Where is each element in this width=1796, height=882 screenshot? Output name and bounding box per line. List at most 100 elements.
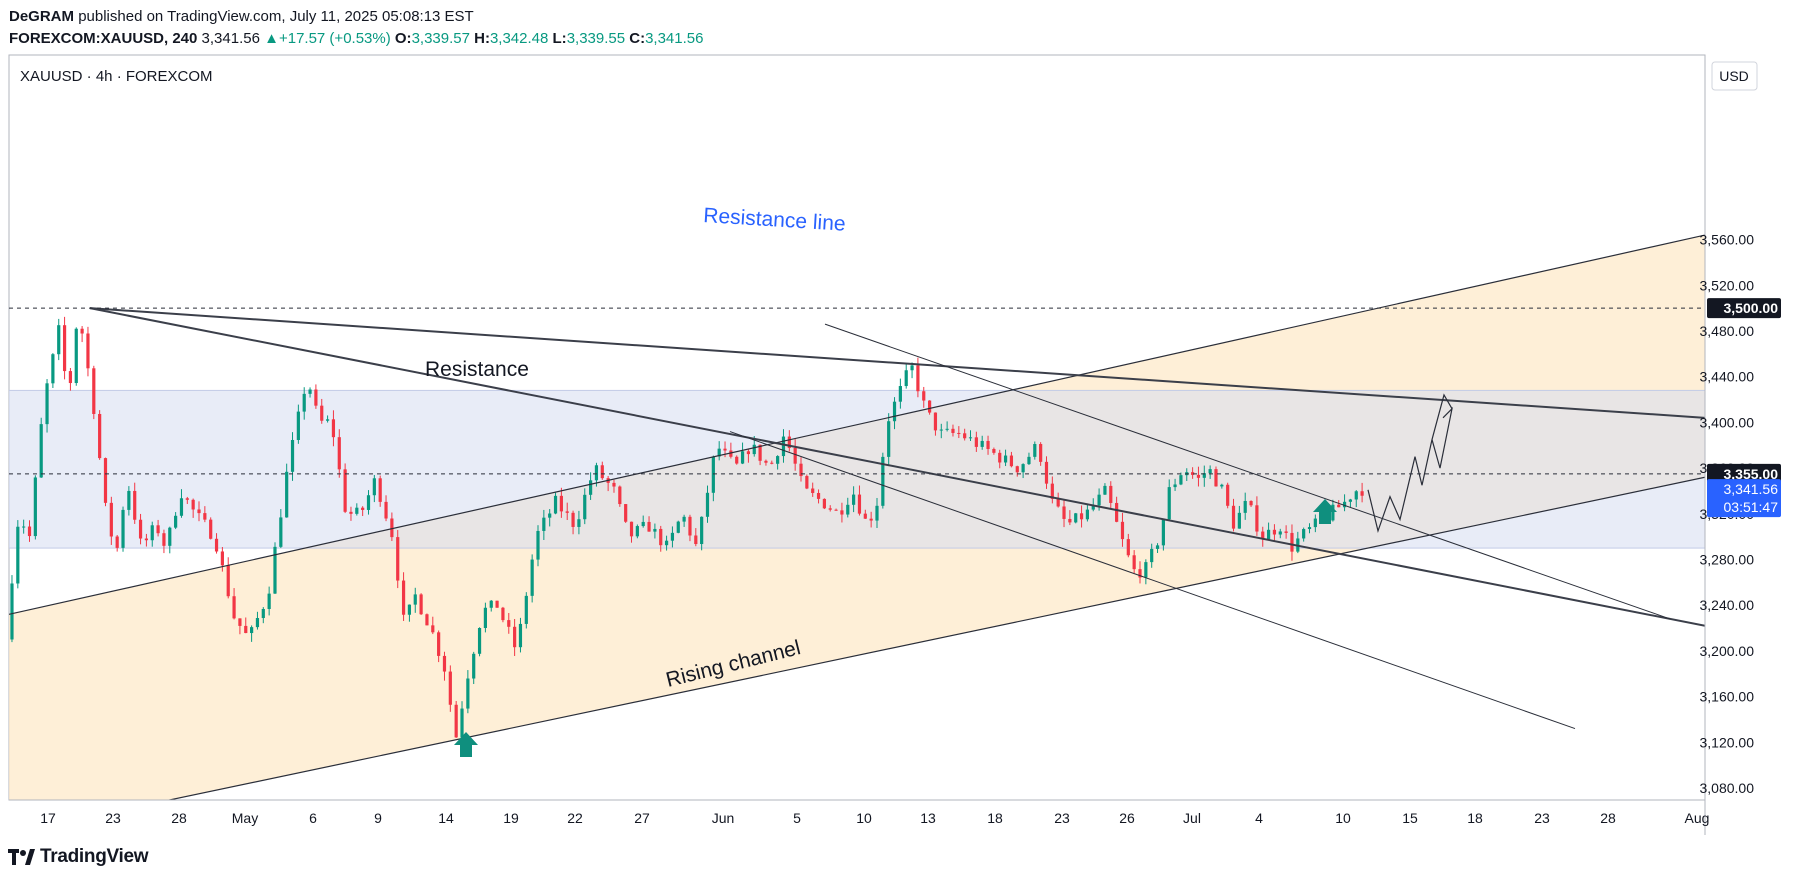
- candle-body: [366, 495, 371, 510]
- x-tick-label: Aug: [1685, 810, 1710, 826]
- candle-body: [92, 368, 96, 414]
- x-tick-label: 23: [1054, 810, 1070, 826]
- candle-body: [922, 391, 926, 401]
- x-tick-label: 28: [171, 810, 187, 826]
- high-label: H:: [474, 30, 490, 47]
- candle-body: [852, 494, 856, 505]
- candle-body: [133, 490, 137, 520]
- candle-body: [1313, 518, 1317, 528]
- y-tick-label: 3,520.00: [1700, 277, 1755, 293]
- author-name[interactable]: DeGRAM: [9, 8, 75, 25]
- candle-body: [1103, 485, 1107, 495]
- candle-body: [115, 536, 119, 548]
- candle-body: [916, 365, 920, 392]
- candle-body: [220, 551, 224, 566]
- candle-body: [448, 671, 452, 705]
- candle-body: [302, 393, 306, 412]
- candle-body: [635, 526, 639, 537]
- candle-body: [1056, 498, 1060, 507]
- candle-body: [1015, 466, 1019, 473]
- candle-body: [933, 412, 938, 431]
- currency-button[interactable]: [1711, 61, 1758, 91]
- candle-body: [524, 595, 528, 624]
- candle-body: [472, 653, 476, 679]
- currency-label: USD: [1719, 68, 1749, 84]
- candle-body: [647, 521, 651, 532]
- candle-body: [1132, 555, 1136, 570]
- price-levels-group: [9, 307, 1705, 475]
- x-tick-label: 18: [1467, 810, 1483, 826]
- candle-body: [700, 516, 704, 545]
- candle-body: [33, 477, 37, 537]
- low-value: 3,339.55: [566, 30, 626, 47]
- y-tick-label: 3,080.00: [1700, 780, 1755, 796]
- x-tick-label: 5: [793, 810, 801, 826]
- candle-body: [1302, 529, 1306, 539]
- tradingview-logo[interactable]: TradingView: [8, 846, 149, 868]
- candle-body: [694, 535, 698, 545]
- symbol-label: FOREXCOM:XAUUSD, 240: [9, 30, 198, 47]
- candle-body: [881, 456, 885, 506]
- candle-body: [1039, 444, 1043, 462]
- candle-body: [1237, 512, 1241, 529]
- candle-body: [1050, 483, 1054, 499]
- candle-body: [407, 604, 412, 615]
- candle-body: [174, 515, 178, 528]
- candle-body: [1097, 494, 1101, 506]
- time-axis[interactable]: 17 23 28 May 6 9 14 19 22 27 Jun 5 10 13 18 23 26 Jul 4 10 1…: [40, 810, 1709, 826]
- candle-body: [1167, 487, 1171, 520]
- candle-body: [536, 530, 540, 560]
- candle-body: [846, 504, 850, 515]
- candle-body: [209, 519, 213, 539]
- x-tick-label: Jun: [712, 810, 735, 826]
- candle-body: [425, 614, 429, 626]
- candle-body: [16, 526, 20, 584]
- candle-body: [781, 436, 786, 457]
- candle-body: [1009, 455, 1014, 467]
- x-tick-label: 9: [374, 810, 382, 826]
- candle-body: [641, 521, 645, 527]
- candle-body: [337, 437, 341, 470]
- upper-descending-line: [824, 323, 1671, 620]
- candle-body: [1155, 545, 1160, 549]
- candle-body: [1115, 502, 1119, 522]
- candle-body: [39, 424, 43, 478]
- candle-body: [764, 460, 768, 463]
- candle-body: [583, 494, 587, 520]
- resistance-line: [89, 307, 1705, 419]
- open-label: O:: [394, 30, 412, 47]
- candle-body: [542, 517, 546, 531]
- y-tick-label: 3,480.00: [1700, 323, 1755, 339]
- candle-body: [857, 494, 862, 514]
- x-tick-label: 27: [634, 810, 650, 826]
- candle-body: [951, 428, 955, 433]
- current-price-text: 3,341.56: [1724, 481, 1779, 497]
- candle-body: [290, 439, 295, 472]
- candle-body: [986, 440, 990, 450]
- y-tick-label: 3,560.00: [1700, 232, 1755, 248]
- projection-arrowhead: [1431, 393, 1453, 440]
- candle-body: [828, 508, 832, 510]
- x-tick-label: May: [232, 810, 258, 826]
- candle-body: [10, 583, 14, 640]
- close-value: 3,341.56: [645, 30, 704, 47]
- candle-body: [454, 704, 458, 738]
- candle-body: [501, 607, 505, 621]
- price-axis[interactable]: 3,080.00 3,120.00 3,160.00 3,200.00 3,240.00…: [1700, 232, 1755, 796]
- candle-body: [355, 507, 359, 514]
- candle-body: [86, 333, 90, 369]
- candle-body: [460, 708, 464, 738]
- candle-body: [361, 507, 365, 510]
- candle-body: [197, 509, 201, 514]
- candle-body: [150, 525, 154, 541]
- trendlines-group: [9, 234, 1705, 800]
- candle-body: [624, 504, 628, 522]
- lower-channel-line: [729, 431, 1576, 730]
- candle-body: [1085, 509, 1090, 520]
- candle-body: [670, 532, 675, 541]
- x-tick-label: 19: [503, 810, 519, 826]
- candle-body: [413, 594, 417, 605]
- candle-body: [746, 451, 751, 455]
- candle-body: [45, 383, 49, 425]
